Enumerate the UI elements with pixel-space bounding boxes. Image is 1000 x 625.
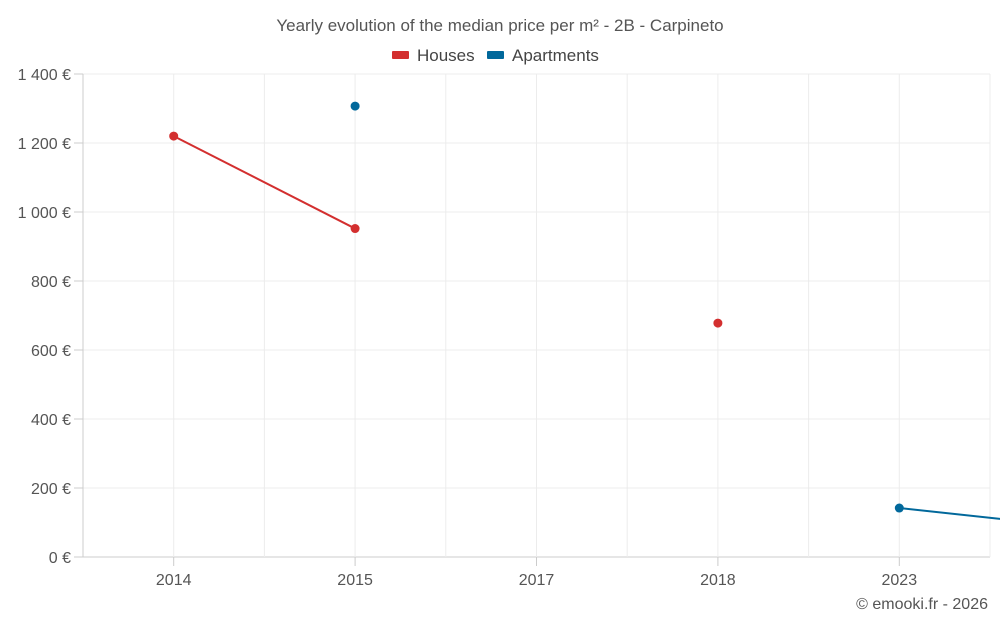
legend: Houses Apartments (392, 46, 599, 65)
data-point-houses-2014[interactable] (169, 131, 179, 141)
data-point-apartments-2015[interactable] (350, 101, 360, 111)
footer-credit: © emooki.fr - 2026 (856, 596, 988, 613)
data-point-houses-2018[interactable] (713, 318, 723, 328)
y-tick-label: 600 € (31, 343, 71, 360)
chart-title: Yearly evolution of the median price per… (276, 16, 723, 35)
y-tick-label: 800 € (31, 274, 71, 291)
y-tick-label: 200 € (31, 481, 71, 498)
y-tick-label: 400 € (31, 412, 71, 429)
x-tick-label: 2017 (519, 572, 555, 589)
data-point-houses-2015[interactable] (350, 224, 360, 234)
legend-label-apartments: Apartments (512, 46, 599, 65)
y-tick-label: 1 400 € (18, 67, 71, 84)
data-point-apartments-2023[interactable] (894, 503, 904, 513)
legend-swatch-apartments (487, 51, 504, 59)
series-apartments (350, 101, 1000, 520)
legend-swatch-houses (392, 51, 409, 59)
legend-label-houses: Houses (417, 46, 475, 65)
x-tick-label: 2018 (700, 572, 736, 589)
series-line-houses (173, 135, 356, 230)
series-houses (169, 131, 723, 328)
series (169, 101, 1000, 520)
y-tick-label: 0 € (49, 550, 71, 567)
y-tick-label: 1 000 € (18, 205, 71, 222)
x-tick-label: 2015 (337, 572, 373, 589)
x-axis: 2014 2015 2017 2018 2023 (156, 557, 917, 589)
legend-item-houses[interactable]: Houses (392, 46, 475, 65)
x-tick-label: 2023 (882, 572, 918, 589)
y-axis: 0 € 200 € 400 € 600 € 800 € 1 000 € 1 200 € 1 4… (18, 67, 83, 567)
y-tick-label: 1 200 € (18, 136, 71, 153)
x-tick-label: 2014 (156, 572, 192, 589)
grid (82, 73, 991, 558)
legend-item-apartments[interactable]: Apartments (487, 46, 599, 65)
series-line-apartments (899, 507, 1000, 520)
